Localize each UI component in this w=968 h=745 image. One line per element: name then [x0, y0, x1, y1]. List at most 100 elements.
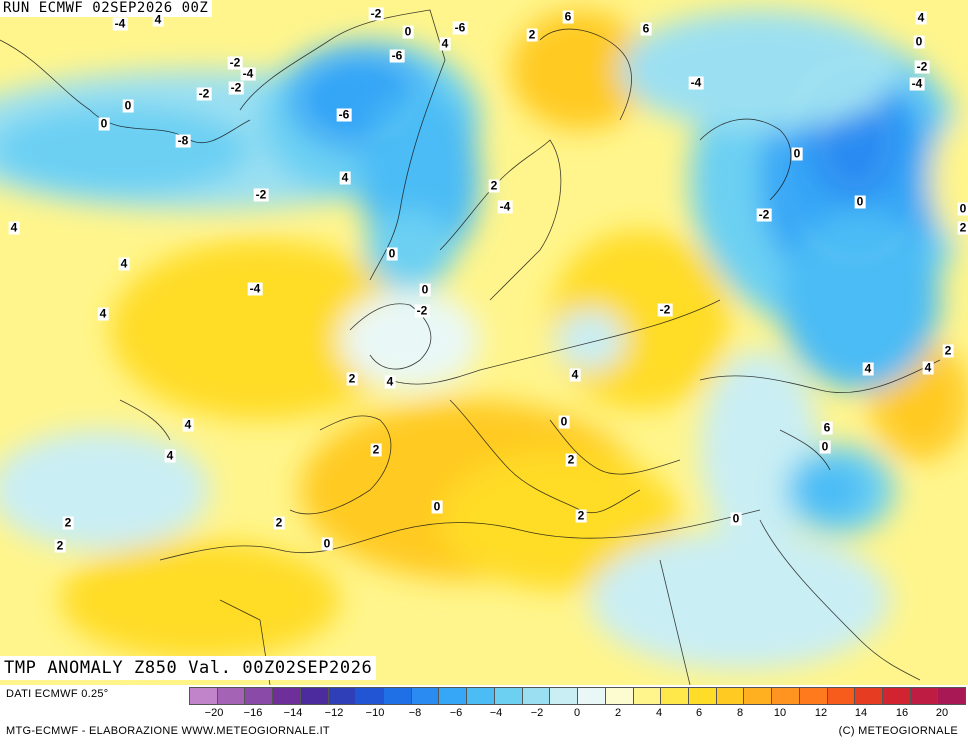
contour-value-label: -4 — [909, 76, 925, 91]
contour-value-label: 2 — [54, 538, 66, 553]
contour-value-label: 0 — [913, 34, 925, 49]
color-scale — [189, 687, 966, 705]
contour-value-label: 2 — [565, 452, 577, 467]
scale-tick-label: 4 — [655, 707, 663, 719]
contour-value-label: 6 — [562, 9, 574, 24]
scale-swatch — [910, 688, 939, 704]
footer: DATI ECMWF 0.25° −20 −16 −14 −12 −10 −8 −6 −4 −2… — [0, 685, 968, 745]
contour-value-label: 0 — [791, 146, 803, 161]
contour-value-label: 2 — [346, 371, 358, 386]
scale-tick-label: 16 — [895, 707, 909, 719]
contour-value-label: 2 — [575, 508, 587, 523]
contour-value-label: -2 — [914, 59, 930, 74]
contour-value-label: 2 — [942, 343, 954, 358]
scale-swatch — [328, 688, 357, 704]
scale-swatch — [605, 688, 634, 704]
contour-value-label: 2 — [526, 27, 538, 42]
contour-value-label: 6 — [640, 21, 652, 36]
contour-value-label: -6 — [336, 107, 352, 122]
scale-tick-label: 14 — [854, 707, 868, 719]
scale-swatch — [300, 688, 329, 704]
scale-tick-label: −12 — [324, 707, 344, 719]
contour-value-label: 2 — [370, 442, 382, 457]
scale-tick-label: −20 — [204, 707, 224, 719]
contour-value-label: -2 — [227, 55, 243, 70]
contour-value-label: 0 — [730, 511, 742, 526]
contour-value-label: -4 — [497, 199, 513, 214]
scale-swatch — [411, 688, 440, 704]
contour-value-label: -6 — [389, 48, 405, 63]
scale-tick-label: −14 — [283, 707, 303, 719]
contour-value-label: -2 — [368, 6, 384, 21]
scale-swatch — [688, 688, 717, 704]
contour-value-label: 2 — [488, 178, 500, 193]
scale-tick-label: −6 — [449, 707, 463, 719]
scale-swatch — [799, 688, 828, 704]
contour-value-label: -4 — [240, 66, 256, 81]
temperature-anomaly-map: RUN ECMWF 02SEP2026 00Z TMP ANOMALY Z850… — [0, 0, 968, 685]
scale-tick-label: −2 — [530, 707, 544, 719]
coastlines — [0, 9, 941, 685]
contour-value-label: 0 — [122, 98, 134, 113]
data-source: DATI ECMWF 0.25° — [6, 688, 109, 700]
contour-value-label: -6 — [452, 20, 468, 35]
contour-value-label: 2 — [273, 515, 285, 530]
contour-value-label: 4 — [97, 306, 109, 321]
contour-value-label: 0 — [98, 116, 110, 131]
scale-swatch — [578, 688, 606, 704]
scale-tick-label: −16 — [243, 707, 263, 719]
contour-value-label: 0 — [819, 439, 831, 454]
scale-swatch — [217, 688, 246, 704]
contour-value-label: 6 — [821, 420, 833, 435]
scale-swatch — [356, 688, 385, 704]
scale-swatch — [550, 688, 579, 704]
scale-swatch — [467, 688, 495, 704]
anomaly-field — [0, 0, 968, 685]
contour-value-label: -8 — [175, 133, 191, 148]
contour-value-label: -2 — [228, 80, 244, 95]
scale-tick-label: 8 — [736, 707, 744, 719]
contour-value-label: 4 — [569, 367, 581, 382]
contour-value-label: 4 — [439, 36, 451, 51]
scale-tick-label: 10 — [773, 707, 787, 719]
scale-swatch — [882, 688, 911, 704]
run-title: RUN ECMWF 02SEP2026 00Z — [0, 0, 213, 17]
scale-swatch — [273, 688, 301, 704]
contour-value-label: 4 — [152, 12, 164, 27]
scale-swatch — [772, 688, 800, 704]
contour-value-label: -2 — [196, 86, 212, 101]
contour-value-label: 4 — [164, 448, 176, 463]
contour-value-label: 0 — [957, 201, 968, 216]
contour-value-label: 0 — [419, 282, 431, 297]
contour-value-label: 0 — [854, 194, 866, 209]
scale-swatch — [827, 688, 856, 704]
scale-swatch — [494, 688, 523, 704]
contour-value-label: 4 — [922, 360, 934, 375]
scale-swatch — [716, 688, 745, 704]
contour-value-label: 4 — [384, 374, 396, 389]
copyright-text: (C) METEOGIORNALE — [838, 725, 958, 737]
scale-tick-label: −8 — [408, 707, 422, 719]
contour-value-label: 4 — [915, 10, 927, 25]
map-title: TMP ANOMALY Z850 Val. 00Z02SEP2026 — [0, 656, 377, 680]
scale-swatch — [384, 688, 412, 704]
scale-swatch — [439, 688, 468, 704]
contour-value-label: 4 — [182, 417, 194, 432]
contour-value-label: -2 — [253, 187, 269, 202]
contour-value-label: 2 — [62, 515, 74, 530]
contour-value-label: 4 — [8, 220, 20, 235]
contour-value-label: 4 — [339, 170, 351, 185]
scale-tick-label: −4 — [489, 707, 503, 719]
contour-value-label: -4 — [112, 16, 128, 31]
scale-tick-label: 0 — [573, 707, 581, 719]
contour-value-label: 4 — [862, 361, 874, 376]
contour-value-label: -2 — [414, 303, 430, 318]
scale-swatch — [522, 688, 551, 704]
contour-value-label: -2 — [657, 302, 673, 317]
contour-value-label: 0 — [386, 246, 398, 261]
contour-value-label: -4 — [247, 281, 263, 296]
scale-tick-label: 6 — [695, 707, 703, 719]
scale-swatch — [245, 688, 274, 704]
contour-value-label: 0 — [321, 536, 333, 551]
